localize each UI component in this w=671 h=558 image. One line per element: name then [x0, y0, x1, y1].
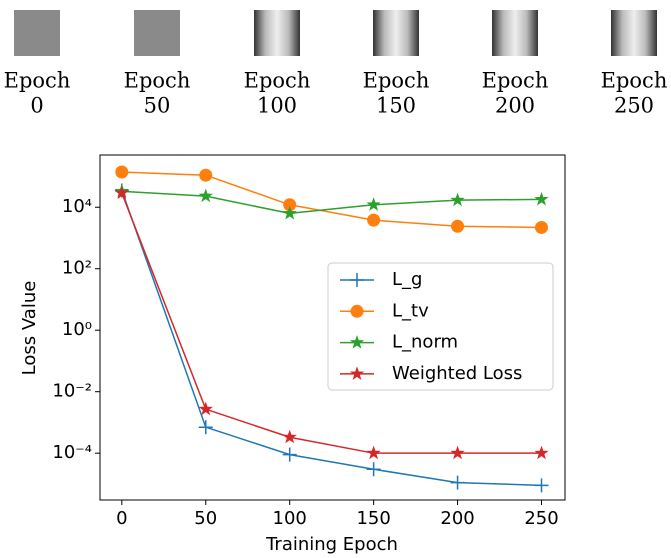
marker [198, 401, 213, 416]
marker [534, 220, 548, 234]
plot-frame [99, 154, 566, 501]
legend-label: L_g [392, 269, 422, 290]
y-tick-label: 10² [62, 258, 92, 279]
legend-label: L_tv [392, 300, 429, 321]
marker [350, 304, 364, 318]
caption-line: 100 [257, 94, 297, 118]
y-tick-label: 10⁻⁴ [52, 442, 92, 463]
marker [349, 366, 365, 380]
marker [283, 198, 297, 212]
caption-line: 200 [495, 94, 535, 118]
marker [282, 205, 297, 220]
marker [198, 420, 213, 435]
y-tick-label: 10⁰ [62, 319, 92, 340]
legend-label: L_norm [392, 332, 458, 353]
caption-line: 0 [30, 94, 43, 118]
x-tick-label: 250 [524, 508, 558, 529]
marker [199, 168, 213, 182]
x-tick-label: 0 [116, 508, 127, 529]
series-line [121, 171, 542, 229]
marker [534, 445, 549, 460]
series-line [121, 190, 542, 215]
marker [450, 475, 465, 490]
thumbnail [134, 10, 180, 56]
marker [198, 188, 213, 203]
x-tick-label: 150 [356, 508, 390, 529]
marker [366, 445, 381, 460]
marker [450, 192, 465, 207]
marker [366, 197, 381, 211]
x-tick-label: 200 [440, 508, 474, 529]
series-line [121, 192, 542, 454]
marker [350, 273, 364, 287]
y-tick-label: 10⁴ [62, 196, 92, 217]
legend-label: Weighted Loss [392, 363, 522, 384]
caption-line: Epoch [124, 69, 191, 93]
marker [349, 335, 365, 349]
x-tick-label: 50 [194, 508, 217, 529]
caption-line: Epoch [363, 69, 430, 93]
thumbnail [611, 10, 657, 56]
y-axis-label: Loss Value [19, 281, 40, 376]
thumbnail [492, 10, 538, 56]
marker [450, 445, 465, 460]
marker [115, 165, 129, 179]
marker [451, 219, 465, 233]
series-line [121, 190, 542, 487]
x-axis-label: Training Epoch [265, 534, 398, 555]
caption-line: Epoch [482, 69, 549, 93]
marker [367, 213, 381, 227]
marker [534, 191, 549, 206]
x-tick-label: 100 [273, 508, 307, 529]
thumbnail [254, 10, 300, 56]
marker [366, 462, 381, 477]
marker [114, 185, 129, 200]
caption-line: 250 [614, 94, 654, 118]
marker [282, 447, 297, 462]
marker [534, 478, 549, 493]
legend-box [327, 262, 554, 391]
caption-line: Epoch [244, 69, 311, 93]
thumbnail [373, 10, 419, 56]
y-tick-label: 10⁻² [52, 381, 92, 402]
caption-line: Epoch [4, 69, 71, 93]
caption-line: 50 [144, 94, 171, 118]
thumbnail [14, 10, 60, 56]
caption-line: Epoch [601, 69, 668, 93]
caption-line: 150 [376, 94, 416, 118]
marker [282, 429, 297, 444]
